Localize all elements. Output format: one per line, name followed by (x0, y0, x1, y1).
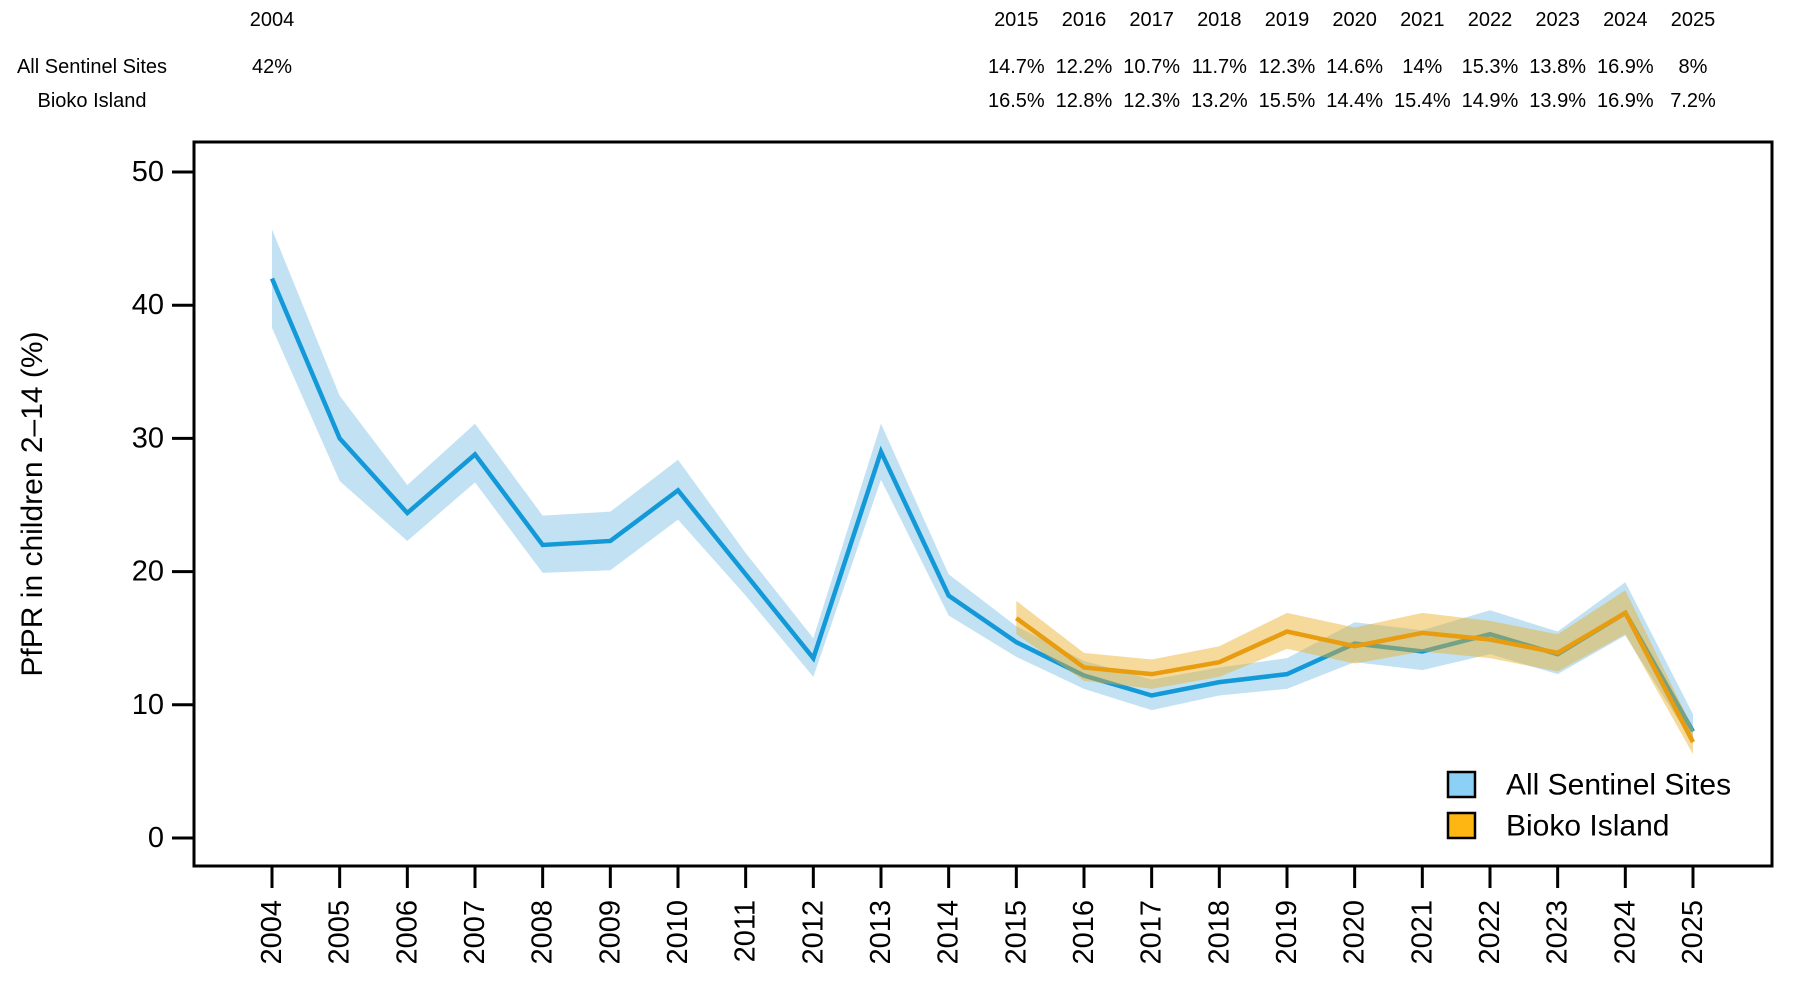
header-value-bioko-2021: 15.4% (1393, 90, 1451, 112)
x-tick-label: 2024 (1609, 900, 1641, 965)
x-tick-label: 2017 (1136, 900, 1168, 965)
ci-band-bioko-island (1016, 590, 1693, 755)
header-year-2004: 2004 (249, 9, 295, 31)
header-row-label-bioko-island: Bioko Island (37, 90, 147, 112)
header-year-2016: 2016 (1061, 9, 1107, 31)
x-tick-label: 2020 (1339, 900, 1371, 965)
header-value-bioko-2025: 7.2% (1670, 90, 1716, 112)
header-value-sentinel-2021: 14% (1402, 56, 1443, 78)
x-tick-label: 2014 (933, 900, 965, 965)
x-tick-label: 2008 (527, 900, 559, 965)
legend-label-bioko-island: Bioko Island (1506, 810, 1669, 843)
header-value-bioko-2023: 13.9% (1529, 90, 1586, 112)
header-value-bioko-2018: 13.2% (1190, 90, 1248, 112)
header-year-2015: 2015 (994, 9, 1039, 31)
header-value-bioko-2020: 14.4% (1326, 90, 1383, 112)
legend-swatch-all-sentinel-sites (1446, 770, 1477, 799)
header-value-sentinel-2015: 14.7% (987, 56, 1045, 78)
confidence-bands (269, 229, 1695, 755)
header-value-bioko-2017: 12.3% (1123, 90, 1181, 112)
header-value-sentinel-2024: 16.9% (1596, 56, 1654, 78)
y-tick-label: 30 (132, 422, 164, 454)
x-tick-label: 2011 (730, 900, 762, 962)
header-value-bioko-2019: 15.5% (1258, 90, 1316, 112)
header-year-2024: 2024 (1603, 9, 1648, 31)
x-tick-label: 2013 (865, 900, 897, 965)
y-tick-label: 20 (132, 556, 164, 588)
y-axis-title: PfPR in children 2–14 (%) (16, 331, 49, 676)
legend-label-all-sentinel-sites: All Sentinel Sites (1506, 769, 1731, 802)
header-year-2025: 2025 (1670, 9, 1716, 31)
x-tick-label: 2021 (1406, 900, 1438, 965)
header-value-sentinel-2016: 12.2% (1055, 56, 1113, 78)
header-year-2020: 2020 (1332, 9, 1377, 31)
x-tick-label: 2010 (662, 900, 694, 965)
x-tick-label: 2009 (594, 900, 626, 965)
x-tick-label: 2019 (1271, 900, 1303, 965)
y-tick-label: 10 (132, 689, 164, 721)
header-year-2021: 2021 (1400, 9, 1445, 31)
header-value-bioko-2024: 16.9% (1596, 90, 1654, 112)
x-tick-label: 2007 (459, 900, 491, 965)
series-line-all-sentinel-sites (269, 277, 1695, 733)
header-row-label-all-sentinel-sites: All Sentinel Sites (16, 56, 168, 78)
header-year-2018: 2018 (1197, 9, 1242, 31)
y-tick-label: 50 (132, 156, 164, 188)
header-value-2004-all-sentinel-sites: 42% (251, 56, 293, 78)
y-tick-label: 0 (148, 822, 164, 854)
legend-swatch-bioko-island (1446, 811, 1477, 840)
x-tick-label: 2006 (391, 900, 423, 965)
x-tick-label: 2022 (1474, 900, 1506, 965)
x-tick-label: 2005 (324, 900, 356, 965)
axes: 0 10 20 30 40 50 2004 2005 2006 2007 2008 2009 2010 2… (132, 140, 1774, 965)
header-value-sentinel-2020: 14.6% (1326, 56, 1383, 78)
legend: All Sentinel Sites Bioko Island (1446, 769, 1731, 843)
header-year-2023: 2023 (1535, 9, 1580, 31)
series-line-bioko-island (1015, 609, 1695, 744)
header-value-sentinel-2022: 15.3% (1461, 56, 1519, 78)
x-tick-label: 2023 (1542, 900, 1574, 965)
x-tick-label: 2018 (1203, 900, 1235, 965)
header-value-sentinel-2017: 10.7% (1123, 56, 1181, 78)
header-year-2019: 2019 (1264, 9, 1310, 31)
x-tick-label: 2025 (1677, 900, 1709, 965)
header-value-sentinel-2025: 8% (1678, 56, 1708, 78)
x-tick-label: 2015 (1000, 900, 1032, 965)
y-tick-label: 40 (132, 289, 164, 321)
ci-band-all-sentinel-sites (272, 229, 1693, 744)
header-year-2022: 2022 (1467, 9, 1513, 31)
header-value-bioko-2016: 12.8% (1055, 90, 1113, 112)
header-value-bioko-2022: 14.9% (1461, 90, 1519, 112)
header-value-sentinel-2023: 13.8% (1529, 56, 1586, 78)
x-tick-label: 2016 (1068, 900, 1100, 965)
header-value-sentinel-2019: 12.3% (1258, 56, 1316, 78)
header-value-bioko-2015: 16.5% (987, 90, 1045, 112)
plot-border (192, 140, 1774, 868)
header-year-2017: 2017 (1129, 9, 1174, 31)
x-tick-label: 2004 (256, 900, 288, 965)
header-value-sentinel-2018: 11.7% (1191, 56, 1247, 78)
x-tick-label: 2012 (797, 900, 829, 965)
